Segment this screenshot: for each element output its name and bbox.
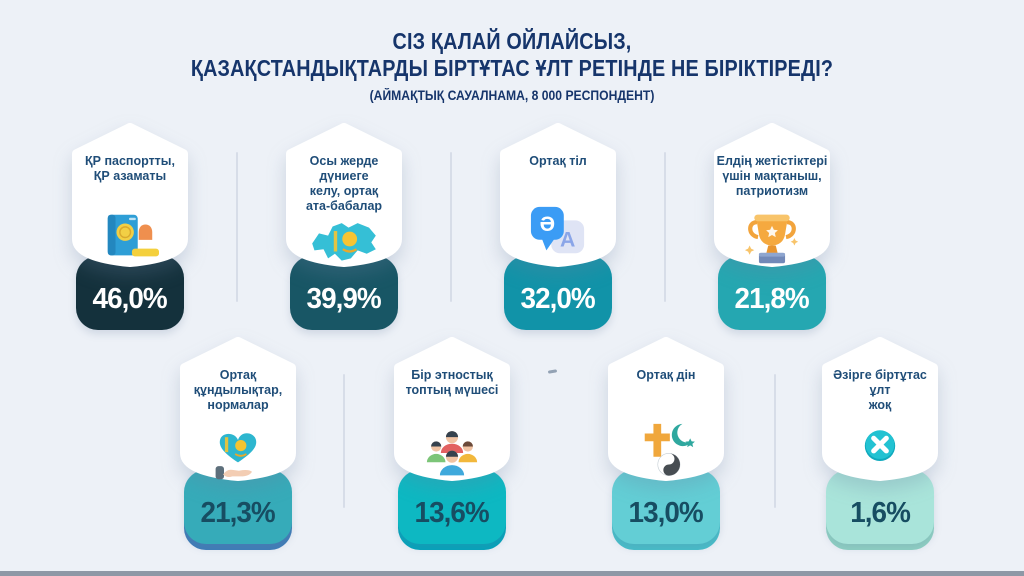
divider xyxy=(236,152,238,302)
percentage-block: 46,0% xyxy=(76,256,184,330)
kazakhstan-map-icon xyxy=(312,223,376,261)
title-line-2: ҚАЗАҚСТАНДЫҚТАРДЫ БІРТҰТАС ҰЛТ РЕТІНДЕ Н… xyxy=(190,55,834,81)
card-birthplace: 39,9% Осы жерде дүниеге келу, ортақ ата-… xyxy=(284,122,404,336)
card-label: Осы жерде дүниеге келу, ортақ ата-бабала… xyxy=(305,154,383,213)
svg-text:Ә: Ә xyxy=(540,212,555,236)
values-heart-icon xyxy=(215,433,257,480)
ethnic-group-icon xyxy=(426,431,478,476)
card-religion: 13,0% Ортақ дін xyxy=(606,336,726,550)
card-shield xyxy=(822,337,938,481)
card-shield xyxy=(286,123,402,267)
page-title: СІЗ ҚАЛАЙ ОЙЛАЙСЫЗ, ҚАЗАҚСТАНДЫҚТАРДЫ БІ… xyxy=(0,28,1024,104)
divider xyxy=(664,152,666,302)
card-label: Бір этностық топтың мүшесі xyxy=(405,368,499,397)
percentage-value: 46,0% xyxy=(92,282,168,315)
divider-remnant xyxy=(547,369,558,374)
percentage-value: 39,9% xyxy=(306,282,382,315)
percentage-block: 39,9% xyxy=(290,256,398,330)
religion-icon xyxy=(644,423,695,476)
trophy-icon xyxy=(744,214,799,264)
card-values: 21,3% Ортақ құндылықтар, нормалар xyxy=(178,336,298,550)
percentage-block: 1,6% xyxy=(826,470,934,544)
card-label: Ортақ дін xyxy=(636,368,696,382)
translate-icon: A Ә xyxy=(530,206,585,254)
percentage-block: 21,3% xyxy=(184,470,292,544)
percentage-value: 1,6% xyxy=(850,496,911,529)
card-label: Ортақ тіл xyxy=(529,154,587,168)
card-ethnic-group: 13,6% Бір этностық топтың мүшесі xyxy=(392,336,512,550)
card-shield xyxy=(72,123,188,267)
card-passport: 46,0% ҚР паспортты, ҚР азаматы xyxy=(70,122,190,336)
percentage-block: 21,8% xyxy=(718,256,826,330)
footer-bar xyxy=(0,571,1024,576)
card-label: Ортақ құндылықтар, нормалар xyxy=(193,368,283,412)
title-line-1: СІЗ ҚАЛАЙ ОЙЛАЙСЫЗ, xyxy=(392,28,632,54)
divider xyxy=(450,152,452,302)
percentage-block: 13,0% xyxy=(612,470,720,544)
percentage-block: 13,6% xyxy=(398,470,506,544)
subtitle: (АЙМАҚТЫҚ САУАЛНАМА, 8 000 РЕСПОНДЕНТ) xyxy=(369,88,655,103)
percentage-value: 13,6% xyxy=(414,496,490,529)
card-patriotism: 21,8% Елдің жетістіктері үшін мақтаныш, … xyxy=(712,122,832,336)
percentage-value: 21,8% xyxy=(734,282,810,315)
percentage-value: 21,3% xyxy=(200,496,276,529)
card-no-nation: 1,6% Әзірге біртұтас ұлт жоқ xyxy=(820,336,940,550)
divider xyxy=(343,374,345,508)
passport-icon xyxy=(107,214,159,257)
card-label: Әзірге біртұтас ұлт жоқ xyxy=(833,368,927,412)
no-nation-icon xyxy=(864,430,896,462)
percentage-value: 13,0% xyxy=(628,496,704,529)
card-label: ҚР паспортты, ҚР азаматы xyxy=(85,154,175,183)
svg-text:A: A xyxy=(560,228,575,252)
card-language: 32,0% Ортақ тіл A Ә xyxy=(498,122,618,336)
divider xyxy=(774,374,776,508)
percentage-value: 32,0% xyxy=(520,282,596,315)
percentage-block: 32,0% xyxy=(504,256,612,330)
card-label: Елдің жетістіктері үшін мақтаныш, патрио… xyxy=(716,154,828,198)
card-shield xyxy=(394,337,510,481)
